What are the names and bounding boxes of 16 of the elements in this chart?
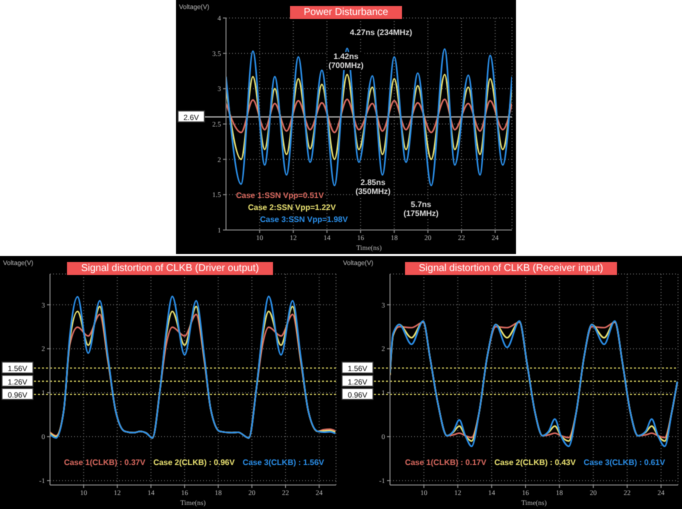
chart-title: Signal distortion of CLKB (Receiver input) bbox=[404, 262, 618, 275]
annotation: 4.27ns (234MHz) bbox=[348, 28, 414, 37]
text: Case 3(CLKB) : 1.56V bbox=[242, 458, 324, 467]
annotation: 2.85ns (350MHz) bbox=[354, 178, 392, 196]
text: Case 2:SSN Vpp=1.22V bbox=[247, 203, 337, 212]
text: Case 2(CLKB) : 0.96V bbox=[153, 458, 235, 467]
annotation: 5.7ns (175MHz) bbox=[402, 200, 440, 218]
text: Case 1(CLKB) : 0.17V bbox=[404, 458, 486, 467]
annotation: 1.42ns (700MHz) bbox=[327, 52, 365, 70]
text: Case 3:SSN Vpp=1.98V bbox=[259, 215, 348, 224]
chart-title: Signal distortion of CLKB (Driver output) bbox=[67, 262, 273, 275]
text: Case 1(CLKB) : 0.37V bbox=[64, 458, 146, 467]
series-label: Case 3(CLKB) : 0.61V bbox=[584, 458, 666, 467]
chart-title: Power Disturbance bbox=[290, 6, 402, 19]
text: Case 1:SSN Vpp=0.51V bbox=[236, 191, 325, 200]
text: Case 2(CLKB) : 0.43V bbox=[494, 458, 576, 467]
